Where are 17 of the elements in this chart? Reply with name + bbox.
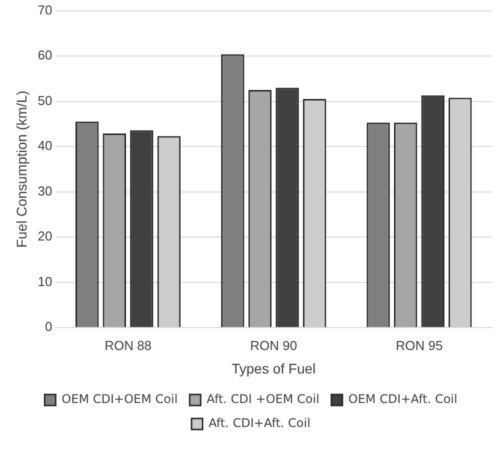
y-tick-label: 30 (38, 183, 52, 198)
y-tick-label: 60 (38, 48, 52, 63)
x-tick-label: RON 95 (396, 338, 443, 353)
legend-label: Aft. CDI+Aft. Coil (208, 416, 310, 430)
y-tick-label: 50 (38, 92, 52, 108)
y-axis-title: Fuel Consumption (km/L) (13, 90, 30, 248)
x-axis-title: Types of Fuel (232, 360, 316, 376)
legend-label: OEM CDI+Aft. Coil (348, 392, 458, 406)
legend-label: Aft. CDI +OEM Coil (206, 392, 320, 406)
y-tick-label: 0 (45, 319, 52, 334)
y-tick-label: 10 (38, 274, 52, 289)
y-tick-label: 70 (38, 2, 52, 18)
x-tick-label: RON 88 (104, 338, 152, 353)
y-tick-label: 40 (38, 138, 52, 154)
x-tick-label: RON 90 (250, 338, 298, 353)
y-tick-label: 20 (38, 228, 52, 244)
legend-label: OEM CDI+OEM Coil (62, 392, 178, 406)
